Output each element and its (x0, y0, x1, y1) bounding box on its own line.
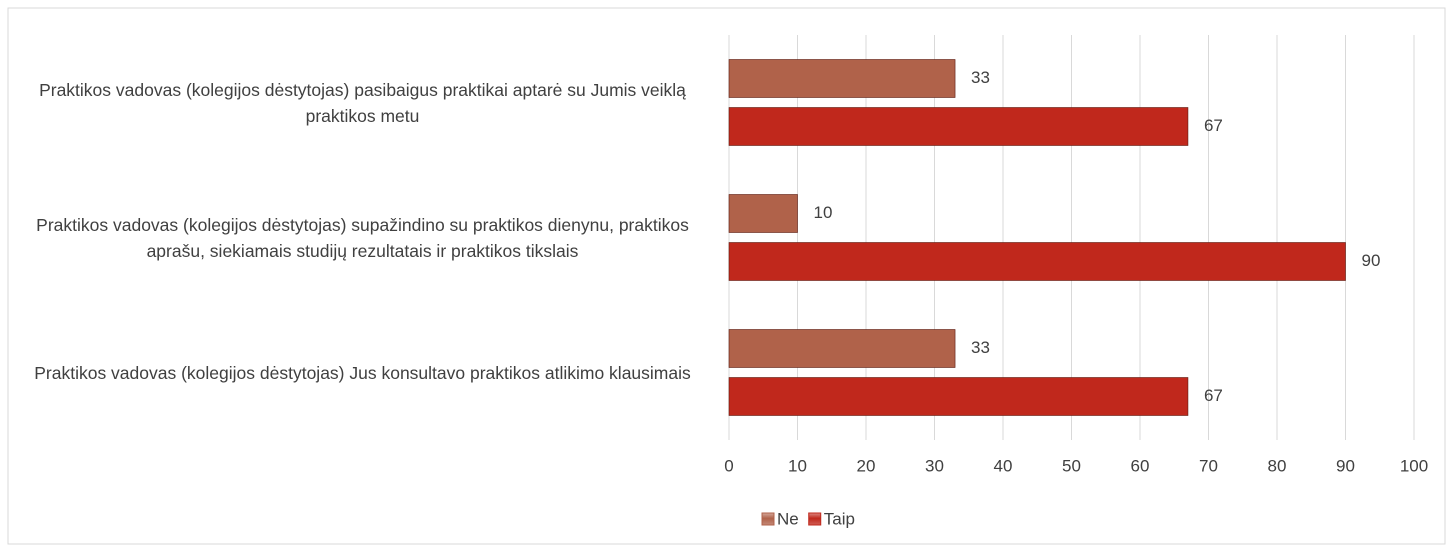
x-tick-label: 60 (1131, 456, 1150, 475)
data-label: 67 (1204, 386, 1223, 405)
x-tick-label: 100 (1400, 456, 1428, 475)
category-text: Praktikos vadovas (kolegijos dėstytojas)… (34, 362, 691, 383)
data-label: 90 (1362, 251, 1381, 270)
x-tick-label: 10 (788, 456, 807, 475)
x-tick-label: 80 (1268, 456, 1287, 475)
bar-shade (728, 59, 956, 98)
category-label: Praktikos vadovas (kolegijos dėstytojas)… (10, 305, 715, 440)
x-tick-label: 70 (1199, 456, 1218, 475)
category-label: Praktikos vadovas (kolegijos dėstytojas)… (10, 35, 715, 170)
x-tick-label: 50 (1062, 456, 1081, 475)
category-label: Praktikos vadovas (kolegijos dėstytojas)… (10, 170, 715, 305)
x-tick-label: 0 (724, 456, 733, 475)
category-text: Praktikos vadovas (kolegijos dėstytojas)… (36, 214, 689, 261)
legend-label: Ne (777, 509, 799, 528)
bar-shade (728, 194, 798, 233)
data-label: 33 (971, 338, 990, 357)
x-tick-label: 20 (857, 456, 876, 475)
legend-label: Taip (824, 509, 855, 528)
legend-swatch (808, 512, 822, 526)
category-text: Praktikos vadovas (kolegijos dėstytojas)… (39, 79, 686, 126)
chart-border (7, 7, 1446, 545)
data-label: 67 (1204, 116, 1223, 135)
x-tick-label: 30 (925, 456, 944, 475)
legend-swatch (761, 512, 775, 526)
x-tick-label: 90 (1336, 456, 1355, 475)
data-label: 10 (814, 203, 833, 222)
data-label: 33 (971, 68, 990, 87)
bar-shade (728, 377, 1189, 416)
x-tick-label: 40 (994, 456, 1013, 475)
bar-shade (728, 242, 1346, 281)
bar-shade (728, 329, 956, 368)
bar-shade (728, 107, 1189, 146)
